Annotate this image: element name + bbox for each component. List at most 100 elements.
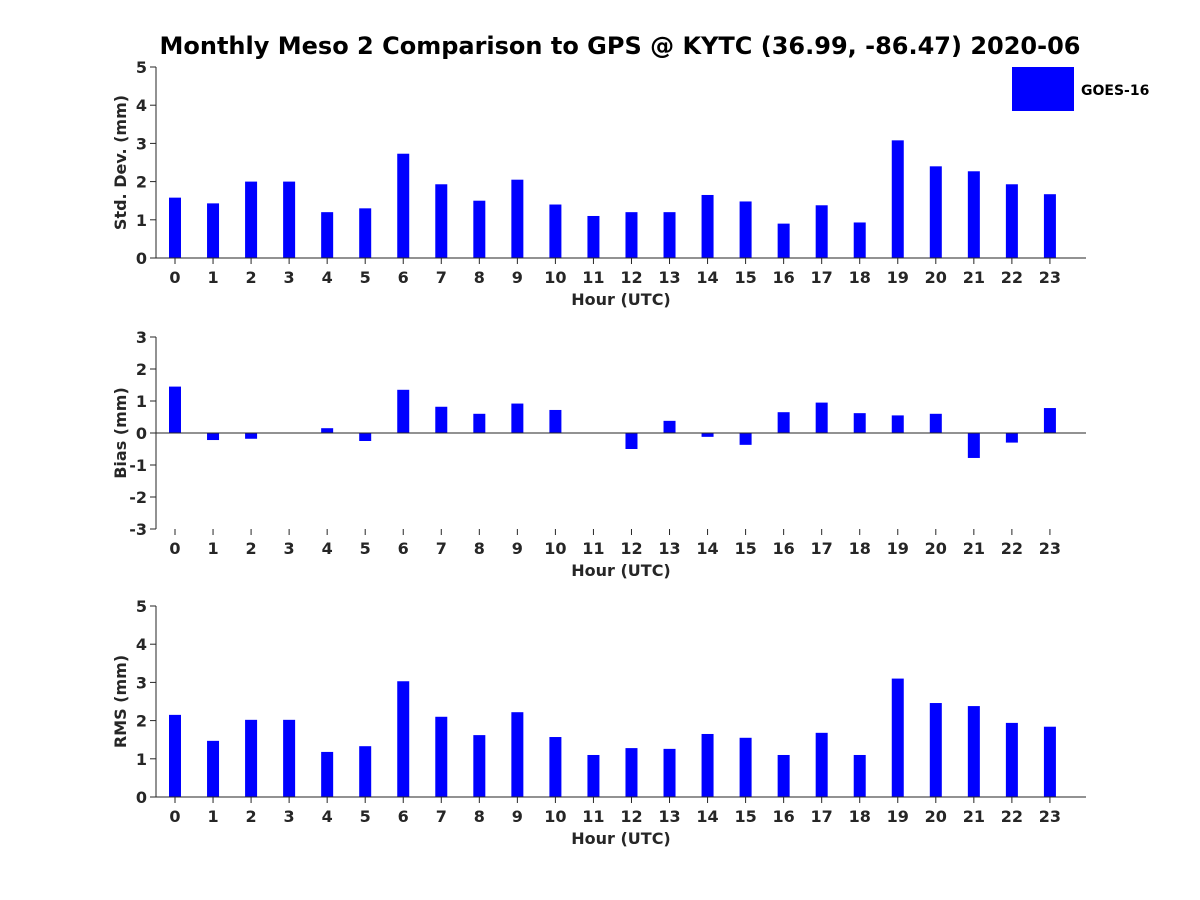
rms-x-tick-label: 9 xyxy=(512,807,523,826)
bias-bar-hour-22 xyxy=(1005,433,1018,443)
bias-x-tick-label: 14 xyxy=(696,539,718,558)
std-dev-x-tick-label: 15 xyxy=(734,268,756,287)
std-dev-x-tick-label: 17 xyxy=(811,268,833,287)
bias-y-tick-label: 3 xyxy=(136,328,147,347)
bias-x-tick-label: 11 xyxy=(582,539,604,558)
bias-x-tick-label: 3 xyxy=(284,539,295,558)
rms-x-tick-label: 6 xyxy=(398,807,409,826)
rms-bar-hour-15 xyxy=(739,737,752,797)
rms-x-tick-label: 7 xyxy=(436,807,447,826)
std-dev-x-tick-label: 13 xyxy=(658,268,680,287)
rms-y-tick-label: 1 xyxy=(136,750,147,769)
bias-x-tick-label: 16 xyxy=(773,539,795,558)
bias-bar-hour-15 xyxy=(739,433,752,445)
std-dev-x-tick-label: 19 xyxy=(887,268,909,287)
rms-bar-hour-6 xyxy=(397,681,410,797)
bias-bar-hour-14 xyxy=(701,433,714,437)
bias-x-tick-label: 2 xyxy=(246,539,257,558)
rms-bar-hour-1 xyxy=(207,740,220,797)
bias-bar-hour-16 xyxy=(777,412,790,433)
std-dev-x-tick-label: 11 xyxy=(582,268,604,287)
legend-label-goes-16: GOES-16 xyxy=(1081,83,1149,99)
rms-bar-hour-20 xyxy=(929,703,942,797)
std-dev-bar-hour-18 xyxy=(853,222,866,258)
bias-x-tick-label: 20 xyxy=(925,539,947,558)
std-dev-y-tick-label: 4 xyxy=(136,96,147,115)
std-dev-x-tick-label: 1 xyxy=(207,268,218,287)
bias-y-tick-label: -2 xyxy=(129,488,147,507)
bias-bar-hour-8 xyxy=(473,413,486,433)
bias-y-tick-label: 0 xyxy=(136,424,147,443)
bias-y-tick-label: -1 xyxy=(129,456,147,475)
rms-y-tick-label: 3 xyxy=(136,673,147,692)
bias-y-tick-label: -3 xyxy=(129,520,147,539)
bias-x-tick-label: 9 xyxy=(512,539,523,558)
std-dev-x-tick-label: 6 xyxy=(398,268,409,287)
rms-bar-hour-11 xyxy=(587,754,600,797)
bias-bar-hour-6 xyxy=(397,389,410,433)
rms-y-tick-label: 5 xyxy=(136,597,147,616)
bias-x-tick-label: 15 xyxy=(734,539,756,558)
std-dev-bar-hour-21 xyxy=(967,171,980,258)
std-dev-x-tick-label: 21 xyxy=(963,268,985,287)
rms-bar-hour-22 xyxy=(1005,722,1018,797)
std-dev-bar-hour-2 xyxy=(245,181,258,258)
rms-x-tick-label: 16 xyxy=(773,807,795,826)
std-dev-x-axis-label: Hour (UTC) xyxy=(571,290,671,309)
std-dev-x-tick-label: 7 xyxy=(436,268,447,287)
rms-x-tick-label: 17 xyxy=(811,807,833,826)
rms-x-tick-label: 11 xyxy=(582,807,604,826)
std-dev-x-tick-label: 10 xyxy=(544,268,566,287)
rms-bar-hour-16 xyxy=(777,754,790,797)
bias-bar-hour-21 xyxy=(967,433,980,458)
bias-bar-hour-4 xyxy=(321,428,334,433)
std-dev-bar-hour-19 xyxy=(891,140,904,258)
bias-x-tick-label: 17 xyxy=(811,539,833,558)
rms-y-tick-label: 0 xyxy=(136,788,147,807)
rms-x-tick-label: 8 xyxy=(474,807,485,826)
std-dev-bar-hour-3 xyxy=(283,181,296,258)
rms-bar-hour-23 xyxy=(1043,726,1056,797)
bias-x-tick-label: 10 xyxy=(544,539,566,558)
rms-x-tick-label: 1 xyxy=(207,807,218,826)
rms-x-tick-label: 4 xyxy=(322,807,333,826)
legend: GOES-16 xyxy=(1012,67,1149,111)
std-dev-bar-hour-22 xyxy=(1005,184,1018,258)
rms-x-tick-label: 0 xyxy=(169,807,180,826)
bias-bar-hour-2 xyxy=(245,433,258,439)
std-dev-x-tick-label: 9 xyxy=(512,268,523,287)
rms-x-tick-label: 5 xyxy=(360,807,371,826)
bias-x-tick-label: 18 xyxy=(849,539,871,558)
bias-bar-hour-12 xyxy=(625,433,638,449)
rms-x-tick-label: 18 xyxy=(849,807,871,826)
bias-x-tick-label: 7 xyxy=(436,539,447,558)
bias-x-tick-label: 0 xyxy=(169,539,180,558)
std-dev-y-tick-label: 3 xyxy=(136,134,147,153)
rms-x-tick-label: 22 xyxy=(1001,807,1023,826)
rms-bar-hour-7 xyxy=(435,716,448,797)
rms-y-tick-label: 4 xyxy=(136,635,147,654)
legend-swatch-goes-16 xyxy=(1012,67,1074,111)
bias-x-tick-label: 5 xyxy=(360,539,371,558)
rms-y-tick-label: 2 xyxy=(136,712,147,731)
std-dev-bar-hour-17 xyxy=(815,205,828,258)
bias-y-tick-label: 2 xyxy=(136,360,147,379)
rms-x-tick-label: 14 xyxy=(696,807,718,826)
bias-bar-hour-0 xyxy=(169,386,181,433)
std-dev-bar-hour-6 xyxy=(397,153,410,258)
std-dev-bar-hour-0 xyxy=(169,197,181,258)
rms-x-tick-label: 20 xyxy=(925,807,947,826)
bias-x-tick-label: 1 xyxy=(207,539,218,558)
bias-bar-hour-20 xyxy=(929,413,942,433)
std-dev-bar-hour-20 xyxy=(929,166,942,258)
bias-bar-hour-17 xyxy=(815,402,828,433)
std-dev-x-tick-label: 18 xyxy=(849,268,871,287)
rms-bar-hour-12 xyxy=(625,748,638,797)
bias-x-tick-label: 6 xyxy=(398,539,409,558)
std-dev-x-tick-label: 20 xyxy=(925,268,947,287)
std-dev-bar-hour-15 xyxy=(739,201,752,258)
bias-x-tick-label: 12 xyxy=(620,539,642,558)
std-dev-bar-hour-1 xyxy=(207,203,220,258)
bias-x-tick-label: 4 xyxy=(322,539,333,558)
